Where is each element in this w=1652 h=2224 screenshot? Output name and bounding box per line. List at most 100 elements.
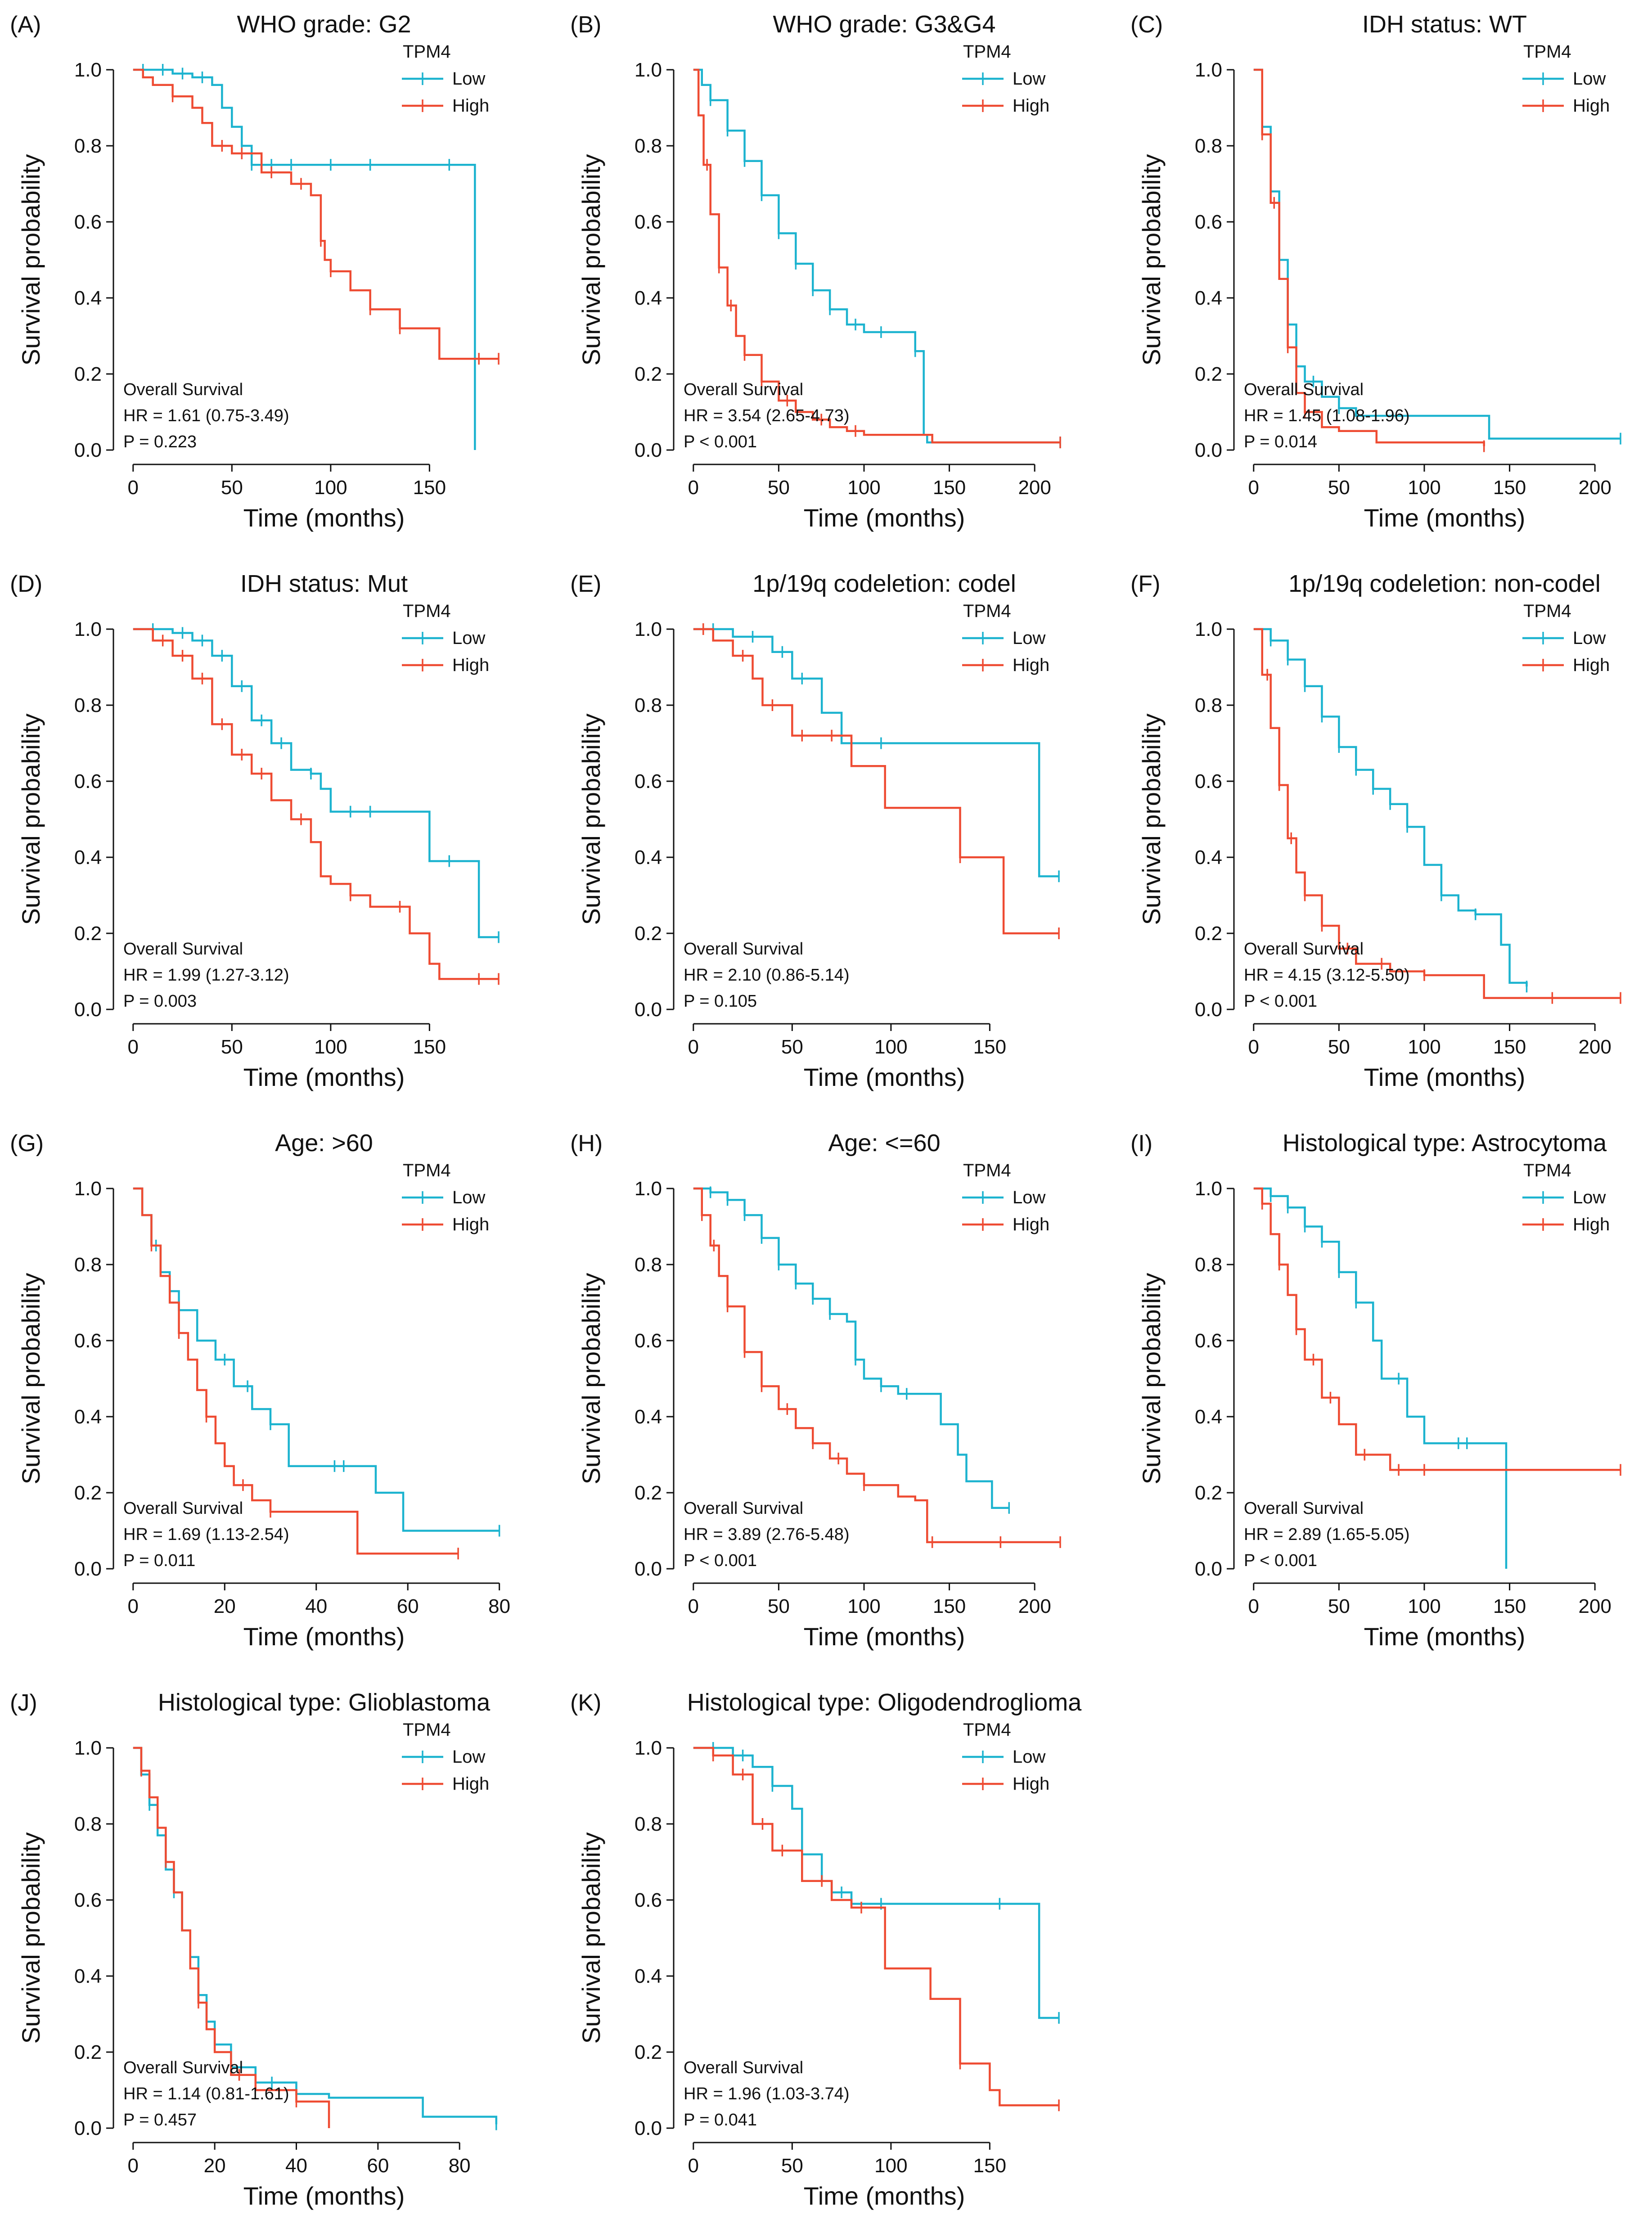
legend-label-high: High: [452, 655, 489, 675]
x-tick-label: 20: [214, 1595, 236, 1617]
annot-title: Overall Survival: [684, 1499, 803, 1518]
annot-title: Overall Survival: [123, 1499, 243, 1518]
legend-title: TPM4: [403, 601, 451, 621]
hazard-ratio: HR = 1.96 (1.03-3.74): [684, 2084, 850, 2103]
x-tick-label: 150: [1493, 477, 1526, 499]
y-tick-label: 0.6: [635, 1330, 662, 1352]
x-tick-label: 200: [1578, 1595, 1611, 1617]
panel-label: (B): [570, 12, 601, 38]
x-tick-label: 150: [973, 2155, 1006, 2177]
annot-title: Overall Survival: [684, 2058, 803, 2077]
y-tick-label: 0.8: [1195, 135, 1222, 157]
hazard-ratio: HR = 4.15 (3.12-5.50): [1244, 966, 1410, 985]
y-tick-label: 1.0: [635, 1737, 662, 1759]
x-tick-label: 150: [933, 1595, 966, 1617]
y-tick-label: 0.6: [74, 1330, 102, 1352]
x-tick-label: 80: [449, 2155, 471, 2177]
hazard-ratio: HR = 3.54 (2.65-4.73): [684, 406, 850, 425]
x-tick-label: 200: [1018, 1595, 1051, 1617]
km-curve-high: [693, 628, 1059, 935]
km-curve-high: [133, 1747, 330, 2128]
p-value: P < 0.001: [684, 1551, 757, 1570]
y-tick-label: 0.4: [74, 1406, 102, 1428]
x-axis-title: Time (months): [804, 1622, 965, 1651]
y-tick-label: 0.8: [635, 1254, 662, 1276]
y-tick-label: 0.6: [1195, 1330, 1222, 1352]
legend-title: TPM4: [403, 1720, 451, 1740]
x-tick-label: 40: [285, 2155, 307, 2177]
y-tick-label: 1.0: [74, 1737, 102, 1759]
x-axis-title: Time (months): [804, 2182, 965, 2210]
y-tick-label: 0.0: [1195, 999, 1222, 1021]
annot-title: Overall Survival: [684, 380, 803, 399]
x-tick-label: 0: [128, 2155, 139, 2177]
y-tick-label: 0.8: [74, 1813, 102, 1835]
x-tick-label: 100: [874, 1036, 907, 1058]
panel-title: 1p/19q codeletion: non-codel: [1288, 570, 1601, 597]
x-tick-label: 60: [397, 1595, 419, 1617]
y-tick-label: 0.8: [74, 135, 102, 157]
p-value: P = 0.014: [1244, 432, 1317, 451]
y-tick-label: 0.8: [74, 694, 102, 716]
panel-label: (K): [570, 1690, 601, 1716]
hazard-ratio: HR = 1.99 (1.27-3.12): [123, 966, 289, 985]
p-value: P < 0.001: [684, 432, 757, 451]
annot-title: Overall Survival: [123, 940, 243, 959]
legend-title: TPM4: [963, 1720, 1011, 1740]
legend-title: TPM4: [1523, 1161, 1571, 1180]
p-value: P = 0.011: [123, 1551, 195, 1570]
y-tick-label: 0.6: [635, 211, 662, 233]
hazard-ratio: HR = 2.10 (0.86-5.14): [684, 966, 850, 985]
p-value: P = 0.003: [123, 992, 197, 1011]
y-tick-label: 0.2: [74, 923, 102, 945]
x-tick-label: 0: [1248, 1036, 1259, 1058]
panel-title: Histological type: Astrocytoma: [1283, 1130, 1607, 1157]
y-tick-label: 0.0: [1195, 439, 1222, 461]
y-tick-label: 0.4: [635, 846, 662, 869]
km-curve-low: [133, 68, 476, 450]
km-curve-low: [133, 628, 499, 938]
y-tick-label: 0.4: [635, 1406, 662, 1428]
x-axis-title: Time (months): [243, 1063, 405, 1091]
legend-label-low: Low: [1013, 69, 1045, 89]
legend-title: TPM4: [963, 1161, 1011, 1180]
km-curve-low: [1253, 628, 1528, 987]
legend-label-low: Low: [1573, 628, 1606, 648]
y-tick-label: 0.0: [635, 2117, 662, 2139]
y-tick-label: 0.0: [635, 999, 662, 1021]
panel-label: (H): [570, 1130, 603, 1157]
hazard-ratio: HR = 1.69 (1.13-2.54): [123, 1525, 289, 1544]
legend-label-low: Low: [452, 69, 485, 89]
x-tick-label: 0: [688, 1036, 699, 1058]
panel-label: (I): [1130, 1130, 1152, 1157]
km-curve-high: [1253, 68, 1485, 446]
y-axis-title: Survival probability: [577, 1832, 605, 2044]
y-tick-label: 0.2: [635, 363, 662, 385]
legend-label-low: Low: [452, 1747, 485, 1767]
x-tick-label: 0: [128, 477, 139, 499]
km-panel-f: (F) 1p/19q codeletion: non-codel 0.0 0.2 0.4…: [1130, 570, 1621, 1091]
panel-label: (J): [10, 1690, 37, 1716]
y-tick-label: 0.0: [74, 2117, 102, 2139]
legend-title: TPM4: [963, 42, 1011, 62]
p-value: P = 0.457: [123, 2111, 197, 2129]
annot-title: Overall Survival: [123, 380, 243, 399]
km-panel-b: (B) WHO grade: G3&G4 0.0 0.2 0.4 0.6 0.8 1.0 0 50…: [570, 11, 1061, 532]
x-tick-label: 50: [1328, 1595, 1350, 1617]
x-tick-label: 0: [128, 1595, 139, 1617]
legend-label-low: Low: [1573, 69, 1606, 89]
x-tick-label: 0: [688, 477, 699, 499]
legend-title: TPM4: [403, 1161, 451, 1180]
y-tick-label: 0.2: [635, 923, 662, 945]
hazard-ratio: HR = 2.89 (1.65-5.05): [1244, 1525, 1410, 1544]
x-tick-label: 200: [1018, 477, 1051, 499]
x-tick-label: 50: [1328, 477, 1350, 499]
x-tick-label: 60: [367, 2155, 389, 2177]
x-axis-title: Time (months): [243, 1622, 405, 1651]
p-value: P = 0.223: [123, 432, 197, 451]
x-tick-label: 0: [1248, 1595, 1259, 1617]
x-tick-label: 50: [221, 477, 243, 499]
km-curve-low: [693, 1747, 1059, 2019]
x-axis-title: Time (months): [243, 2182, 405, 2210]
